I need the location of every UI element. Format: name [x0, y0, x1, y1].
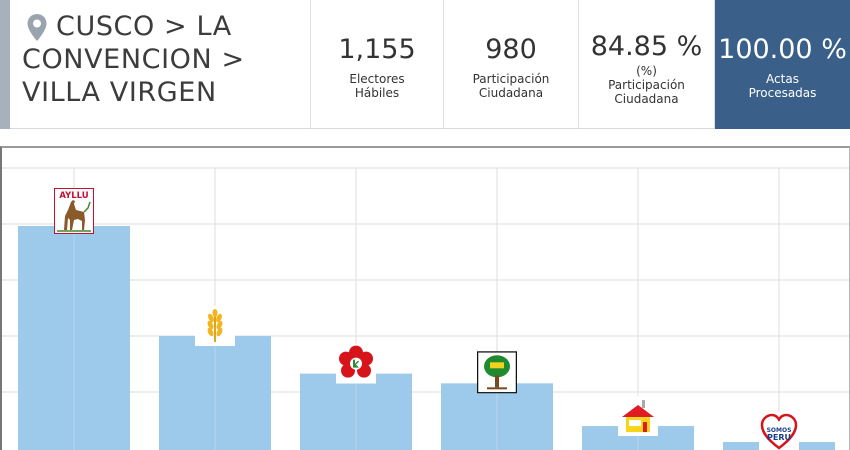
results-header: CUSCO > LA CONVENCION > VILLA VIRGEN 1,1…: [0, 0, 850, 129]
ayllu-logo-icon: [54, 187, 94, 234]
somos-peru-logo-icon: [759, 412, 799, 450]
house-logo-icon: [618, 396, 658, 437]
location-pin-icon: [27, 14, 47, 41]
stat-value: 100.00 %: [718, 34, 847, 65]
results-chart: AYLLU: [0, 146, 850, 450]
location-accent-bar: [0, 0, 10, 129]
stat-participacion-porcentaje: 84.85 % (%) Participación Ciudadana: [578, 0, 715, 129]
stat-label: Participación Ciudadana: [472, 72, 550, 100]
bar-layer: [18, 225, 835, 450]
tree-logo-icon: [477, 351, 517, 394]
stat-value: 980: [485, 34, 537, 65]
stat-electores-habiles: 1,155 Electores Hábiles: [310, 0, 443, 129]
location-breadcrumb: CUSCO > LA CONVENCION > VILLA VIRGEN: [22, 10, 307, 122]
stat-value: 84.85 %: [590, 31, 703, 62]
stat-label: (%) Participación Ciudadana: [608, 64, 685, 106]
stat-actas-procesadas: 100.00 % Actas Procesadas: [715, 0, 850, 129]
bar-chart: AYLLU: [2, 167, 849, 450]
location-path: CUSCO > LA CONVENCION > VILLA VIRGEN: [22, 11, 245, 108]
stat-label: Actas Procesadas: [748, 72, 817, 100]
stat-value: 1,155: [338, 34, 416, 65]
red-flower-logo-icon: [336, 343, 376, 384]
wheat-logo-icon: [195, 306, 235, 346]
stat-participacion-ciudadana: 980 Participación Ciudadana: [443, 0, 578, 129]
stat-label: Electores Hábiles: [349, 72, 405, 100]
